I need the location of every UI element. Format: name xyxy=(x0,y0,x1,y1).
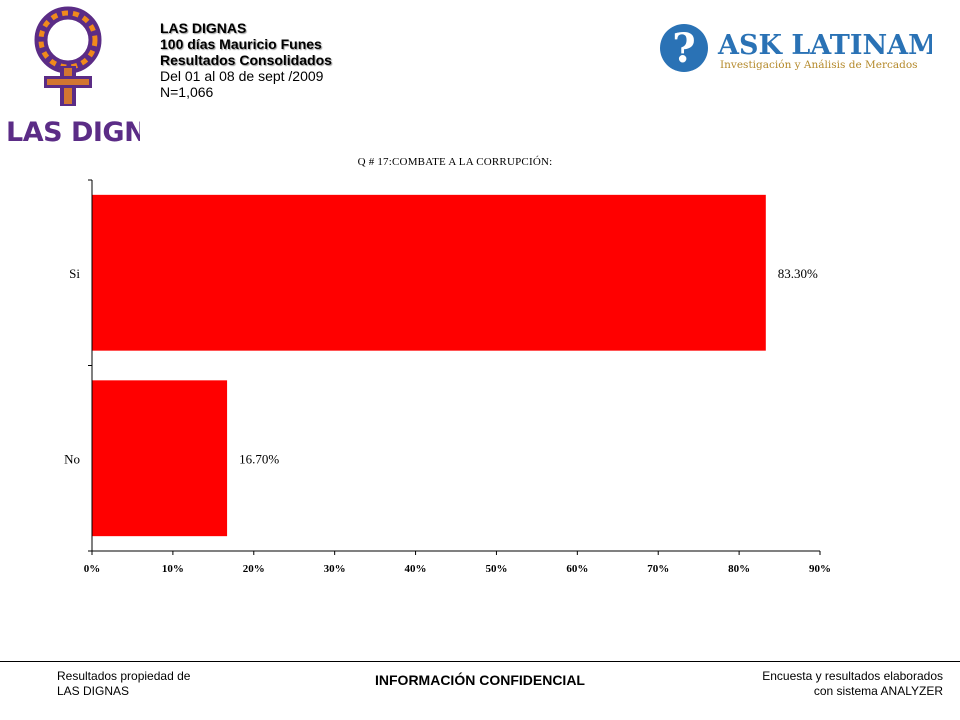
x-tick-label: 40% xyxy=(405,563,427,575)
x-tick-label: 30% xyxy=(324,563,346,575)
bar-chart: Si 83.30% No 16.70% 0% 10% 20% 30% 40% 50% 60% 70% 8… xyxy=(64,179,831,575)
header-results: Resultados Consolidados xyxy=(160,52,332,68)
value-label-si: 83.30% xyxy=(778,266,818,281)
x-tick-label: 90% xyxy=(809,563,831,575)
chart-title: Q # 17:COMBATE A LA CORRUPCIÓN: xyxy=(357,156,553,168)
bar-no xyxy=(92,380,228,537)
footer-ownership: Resultados propiedad de LAS DIGNAS xyxy=(57,669,191,698)
ask-latinamerica-logo: ? ASK LATINAMERICA Investigación y Análi… xyxy=(656,18,960,80)
question-mark-icon xyxy=(660,24,708,72)
svg-text:ASK LATINAMERICA: ASK LATINAMERICA xyxy=(717,30,932,61)
header-study: 100 días Mauricio Funes xyxy=(160,36,322,52)
x-tick-label: 80% xyxy=(728,563,750,575)
category-label-no: No xyxy=(64,451,80,466)
x-tick-label: 60% xyxy=(566,563,588,575)
x-tick-label: 10% xyxy=(162,563,184,575)
bar-si xyxy=(92,194,766,351)
x-tick-label: 20% xyxy=(243,563,265,575)
svg-text:Investigación y Análisis de Me: Investigación y Análisis de Mercados xyxy=(720,59,918,71)
report-header: LAS DIGNAS 100 días Mauricio Funes Resul… xyxy=(160,20,332,100)
x-tick-label: 0% xyxy=(84,563,101,575)
header-dates: Del 01 al 08 de sept /2009 xyxy=(160,68,324,84)
header-sample: N=1,066 xyxy=(160,84,214,100)
footer-divider xyxy=(0,661,960,662)
svg-text:?: ? xyxy=(672,25,695,72)
value-label-no: 16.70% xyxy=(239,451,279,466)
x-tick-label: 50% xyxy=(485,563,507,575)
footer-credits: Encuesta y resultados elaborados con sis… xyxy=(762,669,943,698)
x-tick-label: 70% xyxy=(647,563,669,575)
header-org: LAS DIGNAS xyxy=(160,20,247,36)
footer-confidential: INFORMACIÓN CONFIDENCIAL xyxy=(375,672,585,688)
category-label-si: Si xyxy=(69,266,80,281)
